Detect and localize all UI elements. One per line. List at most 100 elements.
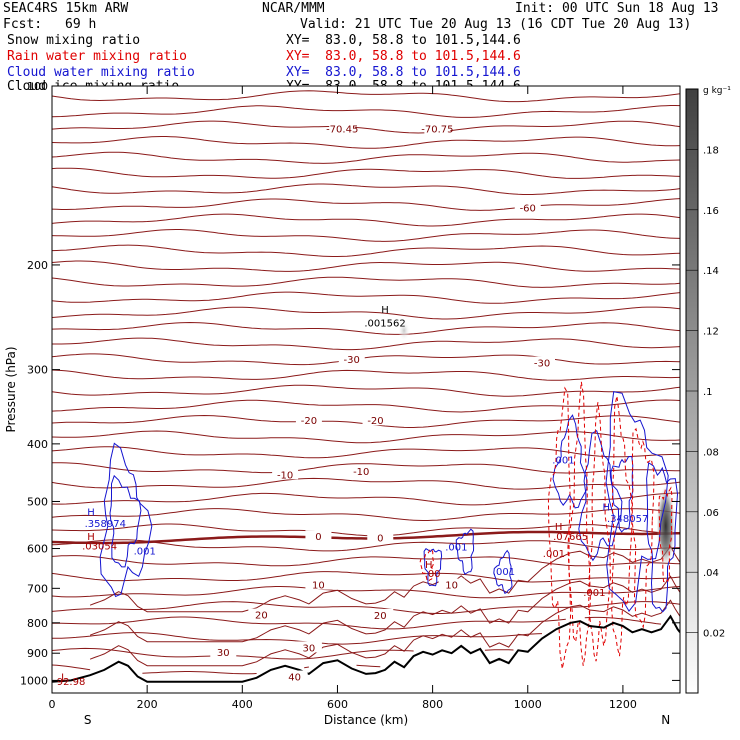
north-label: N (661, 713, 670, 727)
isotherm-label: 10 (445, 581, 458, 592)
colorbar-tick-label: .14 (703, 266, 719, 277)
isotherm-label-bg (362, 414, 389, 426)
colorbar-tick-label: .06 (703, 508, 719, 519)
isotherm-label-bg (295, 641, 322, 653)
x-tick-label: 600 (327, 698, 348, 711)
cloud-water-contour (493, 549, 513, 594)
forecast-hours: 69 h (65, 17, 97, 32)
extrema-label: .001 (493, 567, 515, 578)
extrema-label: .001 (445, 542, 467, 553)
isotherm-line (52, 446, 680, 459)
isotherm-line (52, 555, 680, 567)
extrema-label: L (61, 673, 67, 684)
field-xy-rain: XY= 83.0, 58.8 to 101.5,144.6 (286, 49, 521, 64)
isotherm-line-low (89, 575, 680, 643)
isotherm-line (484, 649, 514, 651)
south-label: S (84, 713, 92, 727)
isotherm-line (52, 477, 680, 490)
isotherm-label-bg (329, 122, 356, 134)
isotherm-line (52, 244, 680, 257)
extrema-label: .03054 (82, 542, 117, 553)
isotherm-line (52, 105, 680, 118)
isotherm-line-low (89, 599, 680, 667)
y-tick-label: 1000 (20, 674, 48, 687)
rain-water-contour (631, 427, 655, 629)
colorbar-unit: g kg⁻¹ (703, 86, 731, 96)
isotherm-line (52, 321, 680, 335)
isotherm-label: -70.75 (421, 125, 453, 136)
isotherm-label-bg (529, 356, 556, 368)
isotherm-label: -20 (301, 416, 317, 427)
isotherm-label-bg (281, 670, 308, 682)
isotherm-line (52, 492, 680, 506)
y-tick-label: 200 (27, 259, 48, 272)
y-tick-label: 100 (27, 80, 48, 93)
model-title: SEAC4RS 15km ARW (3, 1, 129, 16)
extrema-label: .001562 (364, 319, 405, 330)
isotherm-label-bg (295, 414, 322, 426)
extrema-label: H (555, 522, 563, 533)
isotherm-line (52, 462, 680, 474)
field-name-snow: Snow mixing ratio (7, 33, 141, 48)
isotherm-line (52, 213, 680, 227)
x-tick-label: 1200 (609, 698, 637, 711)
y-tick-label: 800 (27, 617, 48, 630)
extrema-label: H (425, 560, 433, 571)
isotherm-line (52, 136, 680, 149)
isotherm-label-bg (438, 578, 465, 590)
isotherm-line (52, 369, 680, 381)
isotherm-line (52, 306, 680, 320)
extrema-label: .001 (552, 456, 574, 467)
isotherm-line-low (89, 545, 680, 613)
cloud-water-contour (455, 528, 475, 575)
field-xy-snow: XY= 83.0, 58.8 to 101.5,144.6 (286, 33, 521, 48)
x-tick-label: 1000 (514, 698, 542, 711)
isotherm-label: 20 (255, 611, 268, 622)
y-tick-label: 400 (27, 438, 48, 451)
isotherm-label: -30 (534, 359, 550, 370)
isotherm-line (52, 664, 91, 671)
colorbar-tick-label: .12 (703, 327, 719, 338)
extrema-label: H (602, 503, 610, 514)
cloud-water-contour (99, 442, 153, 598)
y-tick-label: 600 (27, 543, 48, 556)
rain-water-contour (658, 486, 673, 583)
isotherm-line (52, 120, 680, 134)
isotherm-label: 20 (374, 611, 387, 622)
isotherm-line (52, 523, 680, 537)
isotherm-label: -30 (344, 355, 360, 366)
isotherm-line (142, 671, 257, 675)
isotherm-label: 30 (303, 643, 316, 654)
isotherm-line (52, 229, 680, 242)
field-name-cloud-water: Cloud water mixing ratio (7, 65, 195, 80)
isotherm-label-bg (367, 531, 394, 543)
isotherm-line (52, 353, 680, 366)
y-tick-label: 300 (27, 364, 48, 377)
isotherm-line (304, 666, 309, 669)
isotherm-label-bg (305, 578, 332, 590)
freezing-level-line (52, 530, 680, 545)
isotherm-line (52, 337, 680, 351)
isotherm-line (52, 616, 566, 630)
rain-water-contour (419, 548, 435, 582)
x-tick-label: 0 (49, 698, 56, 711)
extrema-label: H (381, 305, 389, 316)
y-tick-label: 900 (27, 647, 48, 660)
extrema-label: .358974 (85, 519, 126, 530)
isotherm-line (52, 260, 680, 272)
org-title: NCAR/MMM (262, 1, 325, 16)
isotherm-label-bg (248, 608, 275, 620)
extrema-label: .001 (583, 588, 605, 599)
isotherm-line (52, 399, 680, 413)
y-axis-label: Pressure (hPa) (4, 346, 18, 432)
isotherm-label: -10 (353, 467, 369, 478)
y-tick-label: 500 (27, 495, 48, 508)
cloud-ice-shading (656, 486, 675, 567)
isotherm-label-bg (210, 645, 237, 657)
isotherm-line (52, 384, 680, 397)
isotherm-label-bg (272, 468, 299, 480)
isotherm-line (52, 508, 680, 521)
isotherm-label: 30 (217, 648, 230, 659)
colorbar-tick-label: .04 (703, 568, 719, 579)
